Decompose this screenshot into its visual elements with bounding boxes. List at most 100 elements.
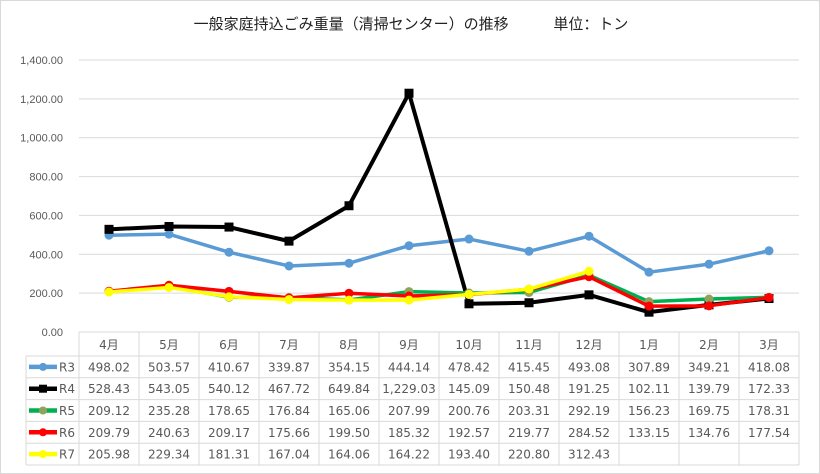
legend-marker-R6 xyxy=(39,428,47,437)
data-cell: 178.31 xyxy=(748,404,790,418)
data-cell: 205.98 xyxy=(88,448,130,462)
data-point-R3 xyxy=(344,258,354,268)
x-category-label: 11月 xyxy=(515,338,542,352)
data-cell: 139.79 xyxy=(688,382,730,396)
data-point-R3 xyxy=(764,246,774,256)
data-cell: 145.09 xyxy=(448,382,490,396)
data-point-R6 xyxy=(704,301,714,311)
data-cell: 307.89 xyxy=(628,360,670,374)
chart-title: 一般家庭持込ごみ重量（清掃センター）の推移 xyxy=(193,15,509,33)
data-cell: 240.63 xyxy=(148,426,190,440)
legend-marker-R4 xyxy=(39,384,47,393)
legend-marker-R5 xyxy=(39,406,47,415)
x-category-label: 12月 xyxy=(575,338,602,352)
x-category-label: 4月 xyxy=(99,338,119,352)
data-cell: 349.21 xyxy=(688,360,730,374)
data-cell: 339.87 xyxy=(268,360,310,374)
data-cell: 1,229.03 xyxy=(382,382,435,396)
data-cell: 493.08 xyxy=(568,360,610,374)
data-point-R4 xyxy=(104,224,114,234)
data-point-R3 xyxy=(704,259,714,269)
data-point-R3 xyxy=(524,246,534,256)
data-cell: 192.57 xyxy=(448,426,490,440)
data-cell: 503.57 xyxy=(148,360,190,374)
data-cell: 284.52 xyxy=(568,426,610,440)
y-tick-label: 1,400.00 xyxy=(20,55,63,67)
x-category-label: 5月 xyxy=(159,338,179,352)
data-point-R4 xyxy=(284,236,294,246)
data-point-R4 xyxy=(464,299,474,309)
data-point-R6 xyxy=(644,301,654,311)
data-cell: 444.14 xyxy=(388,360,430,374)
data-cell: 134.76 xyxy=(688,426,730,440)
data-point-R7 xyxy=(404,295,414,305)
data-cell: 540.12 xyxy=(208,382,250,396)
unit-label: 単位：トン xyxy=(553,15,629,33)
data-cell: 229.34 xyxy=(148,448,190,462)
data-point-R5 xyxy=(704,294,714,304)
data-point-R3 xyxy=(584,231,594,241)
data-point-R6 xyxy=(344,288,354,298)
data-cell: 209.79 xyxy=(88,426,130,440)
data-point-R7 xyxy=(164,282,174,292)
x-category-label: 7月 xyxy=(279,338,299,352)
data-cell: 467.72 xyxy=(268,382,310,396)
series-line-R3 xyxy=(108,232,770,274)
data-cell: 235.28 xyxy=(148,404,190,418)
data-point-R4 xyxy=(524,298,534,308)
data-cell: 478.42 xyxy=(448,360,490,374)
data-cell: 220.80 xyxy=(508,448,550,462)
data-cell: 178.65 xyxy=(208,404,250,418)
data-cell: 175.66 xyxy=(268,426,310,440)
chart-title-row: 一般家庭持込ごみ重量（清掃センター）の推移 単位：トン xyxy=(1,13,819,34)
data-cell: 543.05 xyxy=(148,382,190,396)
data-point-R4 xyxy=(164,221,174,231)
data-point-R3 xyxy=(404,241,414,251)
x-category-label: 8月 xyxy=(339,338,359,352)
data-cell: 169.75 xyxy=(688,404,730,418)
data-point-R4 xyxy=(404,88,414,98)
data-cell: 209.12 xyxy=(88,404,130,418)
x-category-label: 9月 xyxy=(399,338,419,352)
data-point-R3 xyxy=(284,261,294,271)
data-point-R7 xyxy=(524,284,534,294)
data-cell: 528.43 xyxy=(88,382,130,396)
data-point-R3 xyxy=(644,267,654,277)
y-tick-label: 600.00 xyxy=(29,210,63,222)
data-point-R3 xyxy=(224,247,234,257)
data-cell: 219.77 xyxy=(508,426,550,440)
data-cell: 200.76 xyxy=(448,404,490,418)
data-point-R7 xyxy=(104,287,114,297)
y-tick-label: 0.00 xyxy=(42,327,63,339)
data-cell: 156.23 xyxy=(628,404,670,418)
data-point-R7 xyxy=(344,295,354,305)
data-cell: 165.06 xyxy=(328,404,370,418)
data-cell: 415.45 xyxy=(508,360,550,374)
data-point-R4 xyxy=(344,201,354,211)
data-cell: 164.22 xyxy=(388,448,430,462)
data-cell: 649.84 xyxy=(328,382,370,396)
data-cell: 292.19 xyxy=(568,404,610,418)
x-category-label: 10月 xyxy=(455,338,482,352)
data-point-R7 xyxy=(224,292,234,302)
x-category-label: 1月 xyxy=(639,338,659,352)
data-cell: 209.17 xyxy=(208,426,250,440)
data-cell: 150.48 xyxy=(508,382,550,396)
legend-marker-R7 xyxy=(39,450,47,459)
series-line-R4 xyxy=(108,91,770,315)
y-tick-label: 400.00 xyxy=(29,249,63,261)
data-cell: 185.32 xyxy=(388,426,430,440)
legend-label-R5: R5 xyxy=(59,404,75,418)
x-category-label: 6月 xyxy=(219,338,239,352)
x-category-label: 2月 xyxy=(699,338,719,352)
data-point-R3 xyxy=(164,229,174,239)
data-cell: 199.50 xyxy=(328,426,370,440)
data-point-R7 xyxy=(464,289,474,299)
data-point-R3 xyxy=(464,234,474,244)
data-cell: 498.02 xyxy=(88,360,130,374)
x-category-label: 3月 xyxy=(759,338,779,352)
legend-label-R6: R6 xyxy=(59,426,75,440)
data-point-R4 xyxy=(644,307,654,317)
